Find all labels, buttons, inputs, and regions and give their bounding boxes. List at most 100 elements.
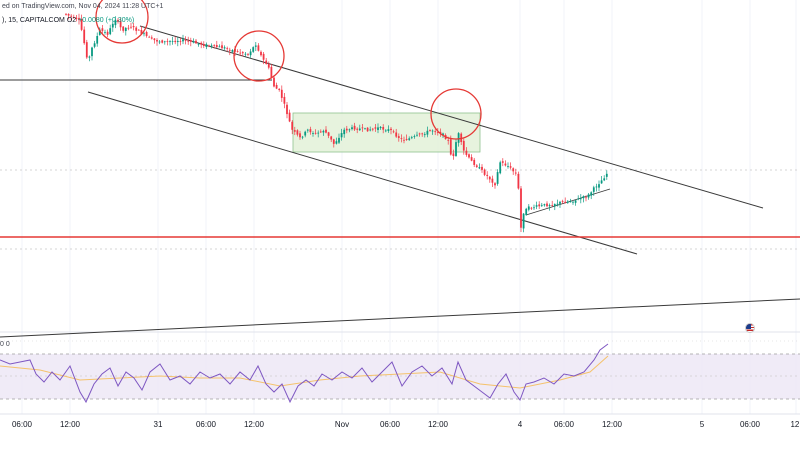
candle-body	[119, 20, 122, 28]
candle-body	[176, 40, 179, 43]
candle-body	[462, 140, 465, 151]
symbol-legend[interactable]: ), 15, CAPITALCOM O2 +0.0080 (+0.30%)	[2, 17, 134, 24]
candle-body	[257, 45, 260, 51]
candle-body	[148, 36, 151, 38]
candle-body	[117, 19, 119, 22]
candle-body	[338, 137, 340, 143]
candle-body	[491, 178, 494, 183]
us-flag-icon[interactable]	[745, 323, 755, 333]
highlight-circle[interactable]	[233, 30, 285, 82]
candle-body	[371, 128, 374, 130]
candle-body	[236, 51, 239, 52]
candle-body	[132, 26, 135, 28]
candle-body	[153, 38, 156, 41]
candle-body	[262, 53, 265, 60]
candle-body	[275, 84, 278, 89]
candle-body	[137, 29, 140, 31]
candle-body	[150, 37, 153, 39]
candle-body	[101, 28, 104, 31]
candle-body	[166, 41, 169, 42]
candle-body	[509, 166, 512, 168]
candle-body	[507, 166, 509, 167]
candle-body	[169, 41, 171, 42]
channel-lower-line[interactable]	[87, 91, 638, 255]
candle-body	[585, 197, 587, 199]
candle-body	[408, 138, 411, 140]
candle-body	[72, 17, 75, 18]
candle-body	[163, 41, 166, 43]
candle-body	[280, 89, 283, 98]
candle-body	[140, 30, 143, 34]
candle-body	[104, 31, 106, 33]
candle-body	[590, 192, 593, 196]
candle-body	[332, 139, 335, 144]
candle-body	[512, 168, 515, 172]
candle-body	[481, 166, 483, 170]
candle-body	[109, 28, 112, 35]
candle-body	[114, 19, 117, 26]
candle-body	[364, 128, 366, 130]
candle-body	[254, 45, 257, 47]
candle-body	[605, 173, 608, 177]
candle-body	[218, 46, 221, 48]
candle-body	[127, 27, 130, 29]
time-tick-label: 12:	[790, 420, 800, 429]
candle-body	[267, 63, 270, 68]
candle-body	[88, 56, 91, 58]
candle-body	[158, 41, 161, 43]
time-tick-label: 06:00	[196, 420, 217, 429]
time-tick-label: 12:00	[244, 420, 265, 429]
publish-header: ed on TradingView.com, Nov 04, 2024 11:2…	[2, 3, 164, 10]
candle-body	[83, 29, 86, 44]
candle-body	[299, 133, 301, 138]
candle-body	[592, 187, 595, 192]
time-tick-label: 31	[154, 420, 163, 429]
candle-body	[553, 204, 556, 207]
candle-body	[306, 129, 309, 131]
candle-body	[431, 130, 434, 132]
highlight-circle[interactable]	[430, 88, 482, 140]
candle-body	[540, 204, 543, 206]
candle-body	[226, 47, 229, 49]
candle-body	[436, 132, 439, 133]
consolidation-box[interactable]	[292, 112, 481, 153]
candle-body	[559, 201, 561, 204]
time-axis[interactable]: 06:00 12:00 31 06:00 12:00 Nov 06:00 12:00 4 06:0…	[12, 420, 800, 429]
rsi-line	[0, 343, 609, 404]
candle-body	[374, 127, 377, 129]
candle-body	[496, 172, 499, 184]
candle-body	[288, 112, 291, 122]
candle-body	[356, 128, 359, 130]
candle-body	[397, 136, 400, 138]
candle-body	[65, 13, 67, 15]
candle-body	[384, 130, 387, 132]
candle-body	[343, 129, 346, 135]
candle-body	[182, 39, 184, 42]
candle-body	[475, 165, 478, 167]
candle-body	[75, 17, 78, 19]
candle-body	[221, 45, 223, 49]
candle-body	[538, 204, 541, 207]
long-trend-line[interactable]	[0, 298, 800, 338]
candle-body	[473, 159, 476, 165]
candle-body	[546, 203, 548, 207]
candle-body	[574, 200, 577, 203]
candle-body	[501, 161, 504, 163]
highlight-circle[interactable]	[95, 0, 149, 44]
candle-body	[325, 129, 327, 133]
channel-upper-line[interactable]	[139, 25, 764, 209]
candle-body	[78, 17, 80, 21]
candle-body	[327, 132, 330, 136]
candle-body	[293, 130, 296, 132]
candle-body	[452, 153, 455, 157]
candle-body	[543, 204, 546, 206]
symbol-label: ), 15, CAPITALCOM O2	[2, 17, 77, 24]
candle-body	[265, 60, 268, 64]
candle-body	[600, 180, 603, 184]
candle-body	[93, 43, 96, 47]
candle-body	[595, 186, 598, 188]
candle-body	[377, 127, 379, 130]
candle-body	[278, 88, 281, 90]
candle-body	[548, 205, 551, 207]
